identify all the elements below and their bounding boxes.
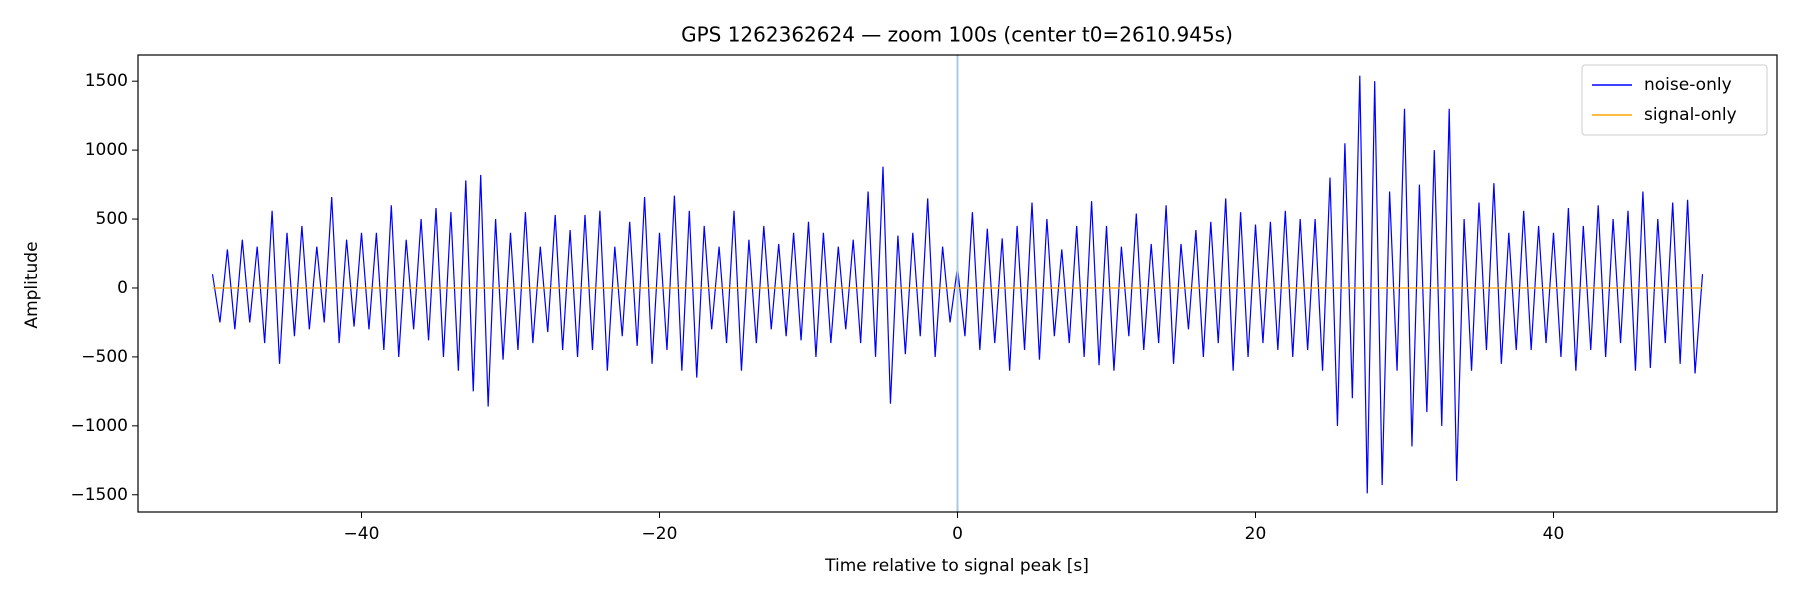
y-tick-label: 0: [117, 278, 128, 298]
y-tick-label: −1000: [70, 416, 128, 436]
y-tick-label: 1000: [85, 140, 128, 160]
x-tick-label: −20: [642, 524, 678, 544]
legend-box: [1581, 64, 1768, 136]
y-tick-label: 500: [96, 209, 128, 229]
y-axis-label: Amplitude: [22, 241, 42, 328]
x-tick-label: 0: [952, 524, 963, 544]
y-tick-label: −1500: [70, 485, 128, 505]
x-tick-label: −40: [344, 524, 380, 544]
x-tick-label: 20: [1245, 524, 1267, 544]
y-tick-label: 1500: [85, 71, 128, 91]
x-tick-label: 40: [1543, 524, 1565, 544]
plot-frame: [137, 54, 1778, 513]
legend-label: signal-only: [1644, 105, 1737, 125]
y-tick-label: −500: [81, 347, 128, 367]
legend-label: noise-only: [1644, 75, 1732, 95]
chart-title: GPS 1262362624 — zoom 100s (center t0=26…: [681, 23, 1233, 47]
x-axis-label: Time relative to signal peak [s]: [824, 556, 1089, 576]
